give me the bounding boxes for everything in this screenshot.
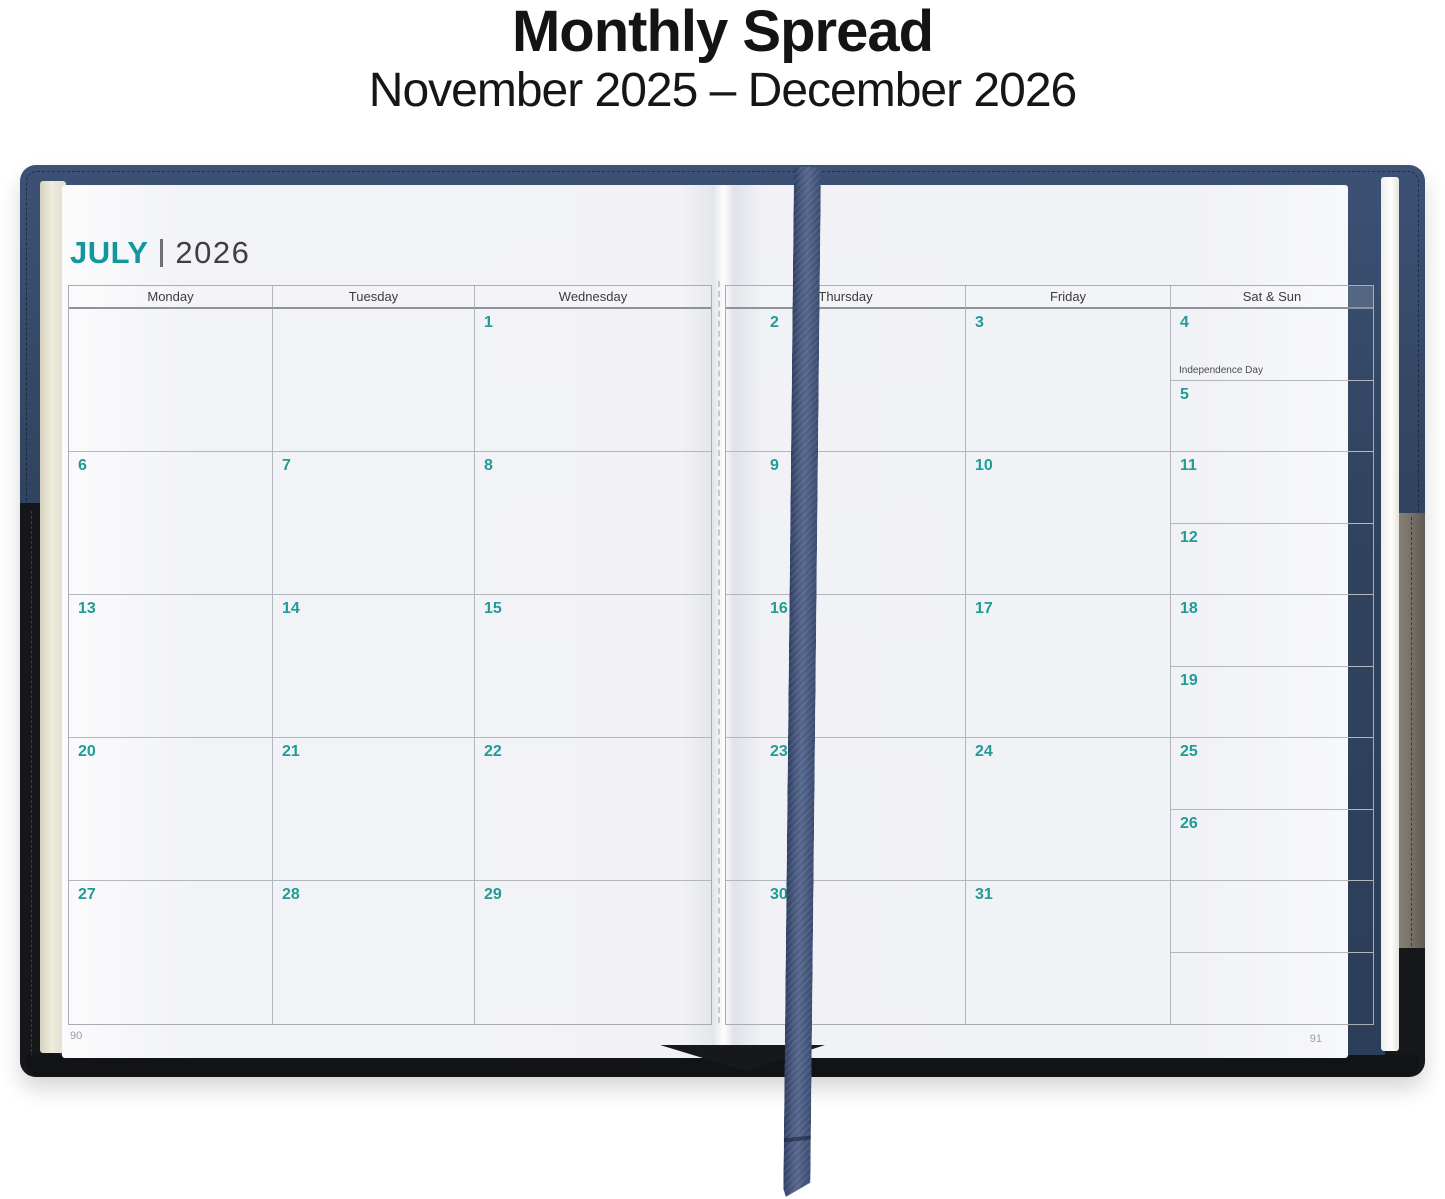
calendar-cell: 7: [273, 452, 475, 595]
spine-perforation-line: [718, 281, 720, 1023]
calendar-grid-right: Thursday Friday Sat & Sun 2 3 4 Independ…: [725, 285, 1374, 1025]
calendar-cell: 31: [966, 881, 1171, 1024]
date-number: 29: [484, 886, 502, 903]
day-header: Friday: [966, 286, 1171, 309]
date-number: 8: [484, 457, 493, 474]
date-number: 12: [1180, 528, 1198, 546]
year-label: 2026: [175, 235, 251, 270]
sunday-subcell: 12: [1171, 524, 1373, 595]
page-number-left: 90: [70, 1030, 83, 1042]
headline-block: Monthly Spread November 2025 – December …: [0, 0, 1445, 116]
date-number: 16: [770, 600, 788, 617]
date-number: 30: [770, 886, 788, 903]
date-number: 20: [78, 743, 96, 760]
calendar-cell: 10: [966, 452, 1171, 595]
month-header: JULY 2026: [70, 235, 250, 271]
sunday-subcell: [1171, 953, 1373, 1024]
day-header: Tuesday: [273, 286, 475, 309]
date-number: 14: [282, 600, 300, 617]
calendar-cell-weekend: 25 26: [1171, 738, 1373, 881]
date-number: 28: [282, 886, 300, 903]
page-stack-edge-right: [1381, 177, 1399, 1051]
sunday-subcell: 26: [1171, 810, 1373, 881]
date-number: 9: [770, 457, 779, 474]
date-number: [1171, 961, 1180, 966]
calendar-cell: [273, 309, 475, 452]
date-number: 10: [975, 457, 993, 474]
image-subtitle: November 2025 – December 2026: [368, 64, 1077, 117]
calendar-cell: 27: [69, 881, 273, 1024]
day-header: Monday: [69, 286, 273, 309]
calendar-cell: 24: [966, 738, 1171, 881]
date-number: 19: [1180, 671, 1198, 689]
calendar-cell: 16: [726, 595, 966, 738]
saturday-subcell: 4 Independence Day: [1171, 309, 1373, 381]
date-number: 4: [1180, 314, 1189, 331]
date-number: 18: [1180, 600, 1198, 617]
date-number: [273, 317, 282, 322]
calendar-cell: 21: [273, 738, 475, 881]
calendar-cell: 2: [726, 309, 966, 452]
calendar-cell: 22: [475, 738, 711, 881]
date-number: 13: [78, 600, 96, 617]
date-number: 23: [770, 743, 788, 760]
date-number: 25: [1180, 743, 1198, 760]
calendar-cell: 14: [273, 595, 475, 738]
holiday-label: Independence Day: [1179, 364, 1263, 376]
date-number: 2: [770, 314, 779, 331]
calendar-cell: 23: [726, 738, 966, 881]
date-number: [69, 317, 78, 322]
calendar-cell-weekend: 11 12: [1171, 452, 1373, 595]
day-header: Wednesday: [475, 286, 711, 309]
calendar-grid-left: Monday Tuesday Wednesday 1 6 7 8 13 14 1…: [68, 285, 712, 1025]
date-number: 21: [282, 743, 300, 760]
open-pages: JULY 2026 Monday Tuesday Wednesday 1 6 7…: [62, 185, 1374, 1058]
calendar-cell: 8: [475, 452, 711, 595]
cover-edge-bottom: [26, 1055, 1419, 1077]
saturday-subcell: [1171, 881, 1373, 953]
image-title: Monthly Spread: [511, 0, 934, 64]
saturday-subcell: 11: [1171, 452, 1373, 524]
month-label: JULY: [70, 235, 149, 270]
sunday-subcell: 19: [1171, 667, 1373, 738]
calendar-cell: 13: [69, 595, 273, 738]
calendar-cell-weekend: 4 Independence Day 5: [1171, 309, 1373, 452]
saturday-subcell: 18: [1171, 595, 1373, 667]
sunday-subcell: 5: [1171, 381, 1373, 452]
date-number: 31: [975, 886, 993, 903]
day-header: Thursday: [726, 286, 966, 309]
calendar-cell: [69, 309, 273, 452]
calendar-cell: 30: [726, 881, 966, 1024]
calendar-cell: 20: [69, 738, 273, 881]
date-number: 5: [1180, 385, 1189, 403]
page-stack-edge-left: [40, 181, 66, 1053]
month-divider: [160, 239, 164, 267]
calendar-cell: 28: [273, 881, 475, 1024]
calendar-cell-weekend: 18 19: [1171, 595, 1373, 738]
calendar-cell: 9: [726, 452, 966, 595]
calendar-cell: 3: [966, 309, 1171, 452]
calendar-cell: 29: [475, 881, 711, 1024]
date-number: 17: [975, 600, 993, 617]
date-number: 22: [484, 743, 502, 760]
date-number: 6: [78, 457, 87, 474]
date-number: 27: [78, 886, 96, 903]
page-number-right: 91: [1309, 1033, 1322, 1045]
planner-book: JULY 2026 Monday Tuesday Wednesday 1 6 7…: [20, 165, 1425, 1077]
date-number: 7: [282, 457, 291, 474]
date-number: 26: [1180, 814, 1198, 832]
calendar-cell: 6: [69, 452, 273, 595]
date-number: 15: [484, 600, 502, 617]
date-number: 11: [1180, 457, 1197, 474]
date-number: 24: [975, 743, 993, 760]
calendar-cell: 15: [475, 595, 711, 738]
date-number: [1171, 889, 1180, 894]
date-number: 3: [975, 314, 984, 331]
date-number: 1: [484, 314, 493, 331]
day-header: Sat & Sun: [1171, 286, 1373, 309]
saturday-subcell: 25: [1171, 738, 1373, 810]
calendar-cell: 1: [475, 309, 711, 452]
calendar-cell: 17: [966, 595, 1171, 738]
calendar-cell-weekend: [1171, 881, 1373, 1024]
